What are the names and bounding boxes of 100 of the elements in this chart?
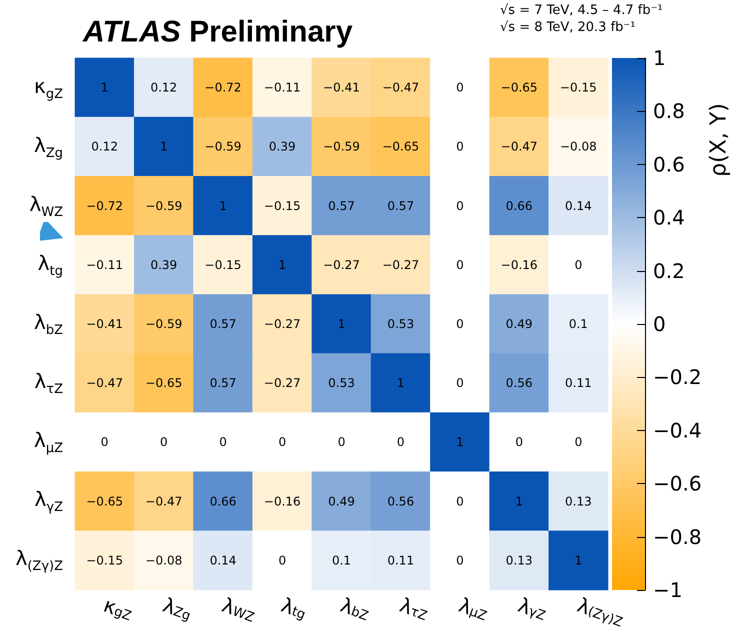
data-label: −0.72 — [86, 198, 123, 213]
y-tick-label: κ$_{gZ}$ — [34, 74, 63, 102]
data-label: 1 — [396, 376, 405, 390]
data-label: 1 — [574, 553, 582, 568]
data-label: −0.27 — [382, 258, 420, 272]
data-label: 0.57 — [210, 376, 236, 390]
color-bar-label: −0.8 — [653, 524, 702, 549]
data-label: 0 — [278, 553, 286, 568]
text: √s = 8 TeV, 20.3 fb⁻¹ — [500, 20, 636, 35]
data-label: 1 — [338, 317, 346, 331]
data-label: −0.65 — [500, 80, 538, 95]
data-label: 0.13 — [506, 553, 533, 568]
data-label: 0.53 — [387, 317, 414, 331]
data-label: −0.72 — [204, 80, 242, 95]
data-label: 1 — [219, 198, 227, 213]
data-label: 0.39 — [150, 258, 178, 272]
data-label: 0.14 — [565, 198, 592, 213]
data-label: −0.27 — [264, 376, 301, 390]
data-label: 0 — [456, 376, 464, 390]
data-label: −0.65 — [382, 140, 420, 154]
color-bar-label: 0 — [653, 312, 666, 336]
data-label: 0 — [278, 435, 286, 450]
data-label: 0.53 — [328, 376, 355, 390]
data-label: 0.66 — [210, 494, 236, 508]
data-label: −0.59 — [145, 317, 182, 331]
y-tick-label: λ$_{τZ}$ — [34, 369, 63, 398]
data-label: 0 — [456, 317, 464, 331]
color-bar-label: 0.2 — [653, 258, 685, 283]
data-label: 0.57 — [387, 198, 414, 213]
y-tick-label: λ$_{μZ}$ — [34, 428, 63, 456]
data-label: 0 — [456, 553, 464, 568]
color-bar-label: −0.4 — [653, 418, 702, 442]
data-label: −0.16 — [264, 494, 301, 508]
x-tick-label: λτZ — [396, 592, 430, 624]
data-label: 1 — [278, 258, 286, 272]
x-tick-label: λtg — [278, 592, 308, 623]
color-bar-label: 0.6 — [653, 152, 685, 176]
data-label: 1 — [100, 80, 108, 95]
data-label: −0.16 — [500, 258, 538, 272]
text: √s = 7 TeV, 4.5 – 4.7 fb⁻¹ — [500, 3, 663, 18]
data-label: 0.49 — [328, 494, 355, 508]
data-label: −0.11 — [86, 258, 123, 272]
data-label: −0.47 — [86, 376, 123, 390]
data-label: 0.11 — [387, 553, 414, 568]
x-tick-label: λγZ — [515, 592, 548, 624]
color-bar-label: −1 — [653, 578, 682, 602]
data-label: 1 — [160, 140, 168, 154]
data-label: −0.08 — [560, 140, 597, 154]
data-label: 0.1 — [332, 553, 352, 568]
data-label: 0.1 — [568, 317, 588, 331]
data-label: 0 — [456, 80, 464, 95]
data-label: 0 — [396, 435, 405, 450]
x-tick-label: κgZ — [100, 592, 134, 624]
data-label: −0.47 — [145, 494, 182, 508]
data-label: 0.56 — [506, 376, 533, 390]
data-label: 0.39 — [268, 140, 296, 154]
data-label: −0.47 — [382, 80, 420, 95]
y-tick-label: λ$_{WZ}$ — [29, 192, 63, 220]
data-label: 0 — [456, 198, 464, 213]
color-bar-label: −0.2 — [653, 365, 702, 390]
data-label: 0.11 — [565, 376, 592, 390]
y-tick-label: λ$_{bZ}$ — [34, 310, 63, 338]
y-tick-label: λ$_{tg}$ — [38, 250, 63, 279]
data-label: 0.12 — [150, 80, 178, 95]
data-label: −0.59 — [323, 140, 360, 154]
data-label: −0.15 — [264, 198, 301, 213]
data-label: 0.49 — [506, 317, 533, 331]
data-label: −0.11 — [264, 80, 301, 95]
data-label: 0 — [456, 258, 464, 272]
data-label: 0 — [219, 435, 227, 450]
data-label: 0 — [574, 258, 582, 272]
data-label: 0.57 — [328, 198, 355, 213]
data-label: 0 — [456, 140, 464, 154]
data-label: 0 — [515, 435, 523, 450]
data-label: 0.14 — [210, 553, 236, 568]
data-label: −0.27 — [264, 317, 301, 331]
y-tick-label: λ$_{(Zγ)Z}$ — [16, 546, 63, 574]
data-label: −0.59 — [145, 198, 182, 213]
color-bar-label: 0.8 — [653, 99, 685, 124]
data-label: 0.12 — [91, 140, 118, 154]
data-label: −0.41 — [323, 80, 360, 95]
data-label: −0.08 — [145, 553, 182, 568]
data-label: 0.56 — [387, 494, 414, 508]
data-label: 0 — [574, 435, 582, 450]
data-label: −0.15 — [560, 80, 597, 95]
data-label: 0 — [160, 435, 168, 450]
data-label: −0.59 — [204, 140, 242, 154]
color-bar-label: 0.4 — [653, 206, 685, 230]
data-label: −0.65 — [86, 494, 123, 508]
data-label: −0.41 — [86, 317, 123, 331]
data-label: 1 — [456, 435, 464, 450]
y-tick-label: λ$_{Zg}$ — [34, 132, 63, 161]
data-label: 1 — [515, 494, 523, 508]
chart-title: ATLAS Preliminary — [82, 16, 353, 48]
data-label: −0.65 — [145, 376, 182, 390]
x-tick-label: λμZ — [456, 592, 489, 624]
color-bar-title: ρ(X, Y) — [706, 103, 732, 177]
data-label: −0.15 — [86, 553, 123, 568]
color-bar-label: 1 — [653, 46, 666, 70]
data-label: 0 — [456, 494, 464, 508]
